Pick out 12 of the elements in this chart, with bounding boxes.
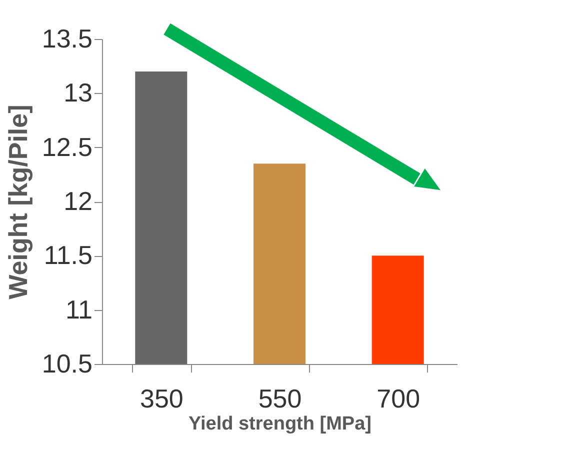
y-tick-label: 12	[64, 186, 92, 216]
x-tick-label: 700	[376, 384, 420, 414]
y-tick-label: 13.5	[42, 24, 92, 54]
x-tick-label: 350	[140, 384, 184, 414]
y-axis-title: Weight [kg/Pile]	[2, 104, 33, 300]
y-tick-label: 11	[66, 294, 92, 324]
x-axis-title: Yield strength [MPa]	[188, 414, 372, 434]
y-tick-label: 10.5	[42, 348, 92, 378]
y-tick-label: 12.5	[42, 132, 92, 162]
x-tick-label: 550	[258, 384, 302, 414]
y-tick-label: 13	[64, 78, 92, 108]
y-tick-label: 11.5	[44, 240, 92, 270]
